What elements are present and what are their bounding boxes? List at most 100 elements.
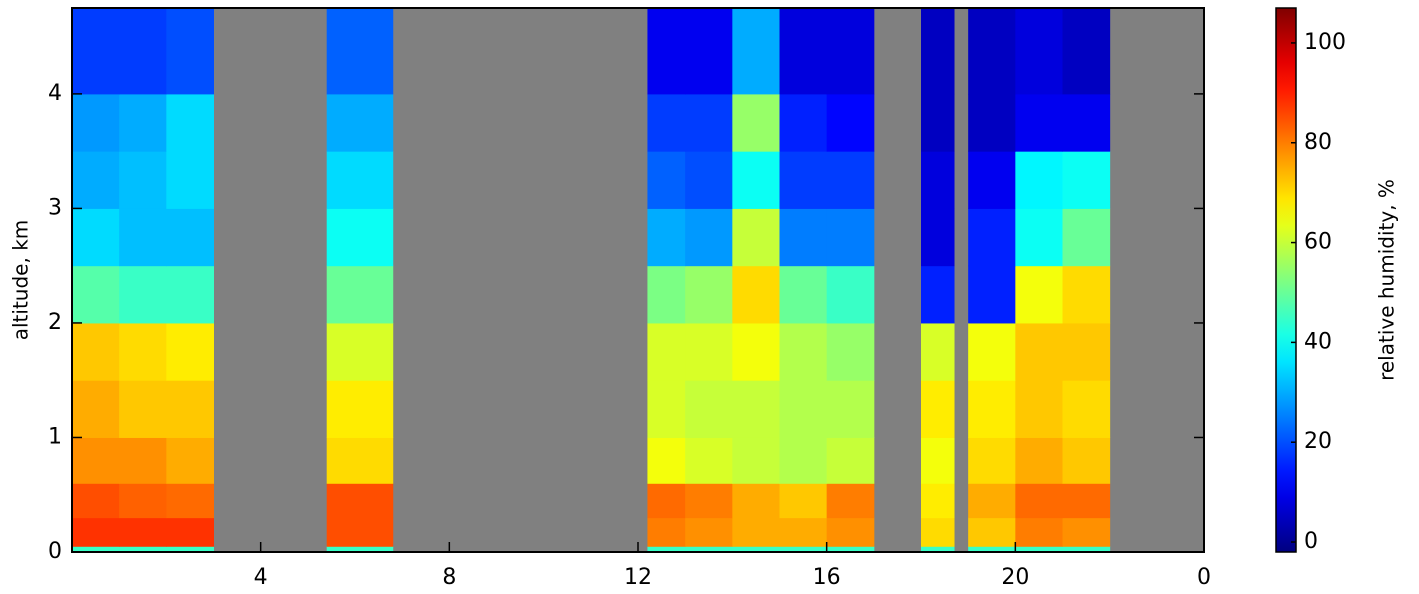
- heatmap-cell: [326, 322, 394, 381]
- heatmap-cell: [119, 517, 167, 547]
- heatmap-cell: [72, 8, 120, 95]
- heatmap-cell: [921, 151, 955, 209]
- x-tick-label: 8: [442, 565, 456, 590]
- heatmap-cell: [72, 93, 120, 152]
- heatmap-cell: [826, 380, 875, 438]
- heatmap-cell: [1062, 380, 1111, 438]
- heatmap-cell: [1015, 437, 1063, 484]
- heatmap-cell: [72, 380, 120, 438]
- colorbar-tick-label: 80: [1304, 130, 1332, 155]
- heatmap-cell: [1062, 322, 1111, 381]
- heatmap-cell: [1015, 8, 1063, 95]
- y-axis-label: altitude, km: [9, 220, 33, 341]
- heatmap-cell: [647, 483, 686, 519]
- x-tick-label: 12: [624, 565, 652, 590]
- heatmap-cell: [921, 265, 955, 324]
- heatmap-cell: [732, 546, 780, 553]
- heatmap-cell: [826, 93, 875, 152]
- heatmap-cell: [326, 546, 394, 553]
- heatmap-cell: [779, 322, 828, 381]
- heatmap-cell: [1015, 546, 1063, 553]
- heatmap-cell: [166, 93, 214, 152]
- heatmap-cell: [685, 437, 733, 484]
- heatmap-cell: [779, 93, 828, 152]
- heatmap-cell: [732, 265, 780, 324]
- heatmap-cell: [779, 151, 828, 209]
- heatmap-cell: [326, 517, 394, 547]
- heatmap-cell: [166, 322, 214, 381]
- heatmap-cell: [968, 322, 1016, 381]
- heatmap-cell: [685, 208, 733, 267]
- colorbar-tick-label: 60: [1304, 230, 1332, 255]
- heatmap-cell: [826, 8, 875, 95]
- heatmap-cell: [1062, 208, 1111, 267]
- heatmap-cell: [779, 208, 828, 267]
- heatmap-cell: [119, 93, 167, 152]
- y-tick-label: 0: [48, 539, 62, 564]
- heatmap-cell: [826, 483, 875, 519]
- heatmap-cell: [72, 483, 120, 519]
- heatmap-cell: [647, 151, 686, 209]
- heatmap-cell: [826, 151, 875, 209]
- heatmap-cell: [1015, 517, 1063, 547]
- heatmap-cell: [1015, 93, 1063, 152]
- heatmap-cell: [647, 265, 686, 324]
- heatmap-cell: [968, 8, 1016, 95]
- y-tick-label: 1: [48, 424, 62, 449]
- heatmap-cell: [326, 437, 394, 484]
- colorbar-tick-label: 0: [1304, 529, 1318, 554]
- heatmap-cell: [732, 322, 780, 381]
- heatmap-cell: [685, 151, 733, 209]
- heatmap-cell: [1015, 380, 1063, 438]
- heatmap-cell: [779, 517, 828, 547]
- heatmap-cell: [921, 93, 955, 152]
- heatmap-cell: [166, 8, 214, 95]
- heatmap-cell: [1015, 208, 1063, 267]
- heatmap-cell: [647, 8, 686, 95]
- heatmap-cell: [119, 322, 167, 381]
- heatmap-cell: [968, 151, 1016, 209]
- heatmap-cell: [72, 208, 120, 267]
- heatmap-cell: [326, 8, 394, 95]
- heatmap-cell: [647, 322, 686, 381]
- heatmap-cell: [1062, 437, 1111, 484]
- heatmap-cell: [921, 322, 955, 381]
- heatmap-cell: [119, 437, 167, 484]
- heatmap-cell: [166, 437, 214, 484]
- heatmap-cell: [779, 265, 828, 324]
- y-tick-label: 2: [48, 310, 62, 335]
- heatmap-cell: [921, 517, 955, 547]
- heatmap-cell: [826, 437, 875, 484]
- heatmap-cell: [732, 151, 780, 209]
- heatmap-cell: [968, 380, 1016, 438]
- heatmap-cell: [647, 93, 686, 152]
- heatmap-cell: [685, 93, 733, 152]
- heatmap-cell: [968, 517, 1016, 547]
- heatmap-cell: [732, 517, 780, 547]
- heatmap-cell: [166, 208, 214, 267]
- heatmap-cell: [1062, 265, 1111, 324]
- heatmap-cell: [119, 208, 167, 267]
- heatmap-cell: [1062, 151, 1111, 209]
- heatmap-cell: [968, 546, 1016, 553]
- heatmap-cell: [826, 517, 875, 547]
- heatmap-cell: [685, 380, 733, 438]
- heatmap-cell: [119, 546, 167, 553]
- heatmap-cell: [826, 322, 875, 381]
- x-tick-label: 0: [1197, 565, 1211, 590]
- heatmap-cell: [326, 483, 394, 519]
- x-tick-label: 20: [1001, 565, 1029, 590]
- heatmap-cell: [326, 208, 394, 267]
- heatmap-cell: [779, 483, 828, 519]
- heatmap-cell: [119, 483, 167, 519]
- heatmap-cell: [647, 517, 686, 547]
- heatmap-cell: [166, 265, 214, 324]
- heatmap-cell: [166, 483, 214, 519]
- heatmap-cell: [72, 546, 120, 553]
- heatmap-cell: [647, 380, 686, 438]
- heatmap-cell: [732, 380, 780, 438]
- heatmap-cell: [326, 93, 394, 152]
- colorbar: [1275, 7, 1297, 553]
- x-tick-label: 4: [254, 565, 268, 590]
